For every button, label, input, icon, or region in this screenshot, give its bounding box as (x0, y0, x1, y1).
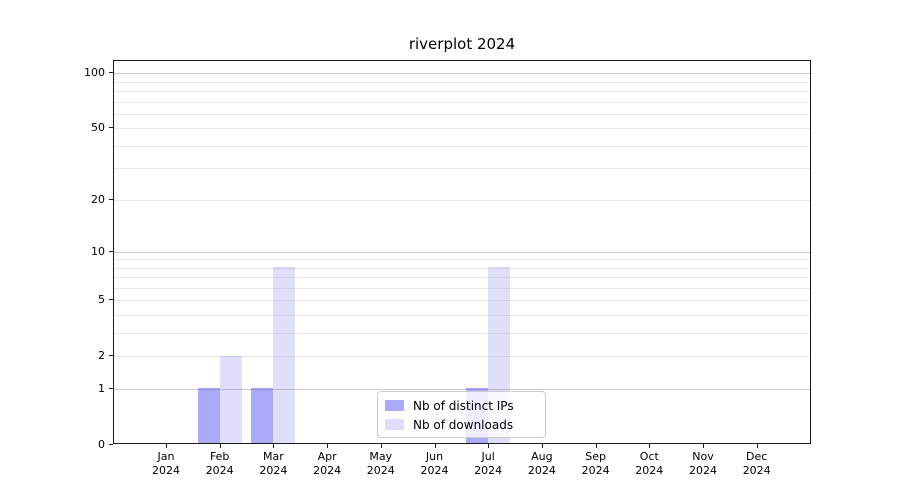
major-gridline (114, 251, 810, 253)
x-tick-mark (488, 444, 490, 448)
x-tick-mark (219, 444, 221, 448)
legend-swatch-distinct-ips (385, 400, 404, 411)
y-tick-mark (109, 355, 113, 357)
minor-gridline (114, 259, 810, 261)
minor-gridline (114, 333, 810, 335)
legend: Nb of distinct IPs Nb of downloads (377, 391, 546, 438)
bar-downloads-mar (273, 267, 296, 443)
minor-gridline (114, 91, 810, 93)
y-tick-label: 20 (91, 192, 105, 206)
minor-gridline (114, 199, 810, 201)
x-tick-mark (649, 444, 651, 448)
y-tick-mark (109, 250, 113, 252)
y-tick-label: 50 (91, 121, 105, 135)
y-tick-mark (109, 299, 113, 301)
y-tick-mark (109, 443, 113, 445)
y-tick-label: 100 (84, 66, 105, 80)
minor-gridline (114, 114, 810, 116)
minor-gridline (114, 168, 810, 170)
x-tick-mark (380, 444, 382, 448)
x-tick-label: Jun 2024 (420, 450, 449, 477)
minor-gridline (114, 267, 810, 269)
y-tick-mark (109, 127, 113, 129)
chart-title: riverplot 2024 (408, 35, 516, 53)
x-tick-mark (703, 444, 704, 448)
major-gridline (114, 388, 810, 390)
y-tick-label: 1 (98, 381, 105, 395)
y-tick-label: 10 (91, 244, 105, 258)
x-tick-mark (166, 444, 167, 448)
y-tick-mark (109, 387, 113, 389)
bar-downloads-feb (219, 355, 242, 443)
x-tick-label: Mar 2024 (259, 450, 288, 477)
legend-label: Nb of downloads (413, 417, 514, 432)
bar-distinct-ips-mar (251, 388, 274, 443)
plot-area (113, 60, 811, 444)
x-tick-label: Oct 2024 (635, 450, 664, 477)
x-tick-label: Apr 2024 (313, 450, 342, 477)
bar-distinct-ips-feb (197, 388, 220, 443)
x-tick-mark (541, 444, 543, 448)
minor-gridline (114, 315, 810, 317)
x-tick-mark (595, 444, 597, 448)
minor-gridline (114, 145, 810, 147)
x-tick-label: Aug 2024 (527, 450, 556, 477)
x-tick-label: Sep 2024 (581, 450, 610, 477)
x-tick-mark (434, 444, 436, 448)
legend-swatch-downloads (385, 419, 404, 430)
legend-row: Nb of downloads (385, 415, 537, 434)
legend-label: Nb of distinct IPs (413, 398, 514, 413)
minor-gridline (114, 101, 810, 103)
x-tick-label: Jan 2024 (152, 450, 180, 477)
x-tick-label: May 2024 (366, 450, 395, 477)
x-tick-label: Jul 2024 (474, 450, 503, 477)
x-tick-mark (327, 444, 329, 448)
minor-gridline (114, 128, 810, 130)
y-tick-label: 5 (98, 293, 105, 307)
minor-gridline (114, 300, 810, 302)
y-tick-mark (109, 198, 113, 200)
x-tick-label: Feb 2024 (205, 450, 234, 477)
x-tick-label: Nov 2024 (689, 450, 717, 477)
y-tick-mark (109, 72, 113, 74)
minor-gridline (114, 288, 810, 290)
x-tick-mark (273, 444, 275, 448)
minor-gridline (114, 356, 810, 358)
x-tick-mark (756, 444, 758, 448)
y-tick-label: 2 (98, 349, 105, 363)
legend-row: Nb of distinct IPs (385, 396, 537, 415)
x-tick-label: Dec 2024 (742, 450, 771, 477)
minor-gridline (114, 81, 810, 83)
y-tick-label: 0 (98, 437, 105, 451)
major-gridline (114, 73, 810, 75)
minor-gridline (114, 277, 810, 279)
